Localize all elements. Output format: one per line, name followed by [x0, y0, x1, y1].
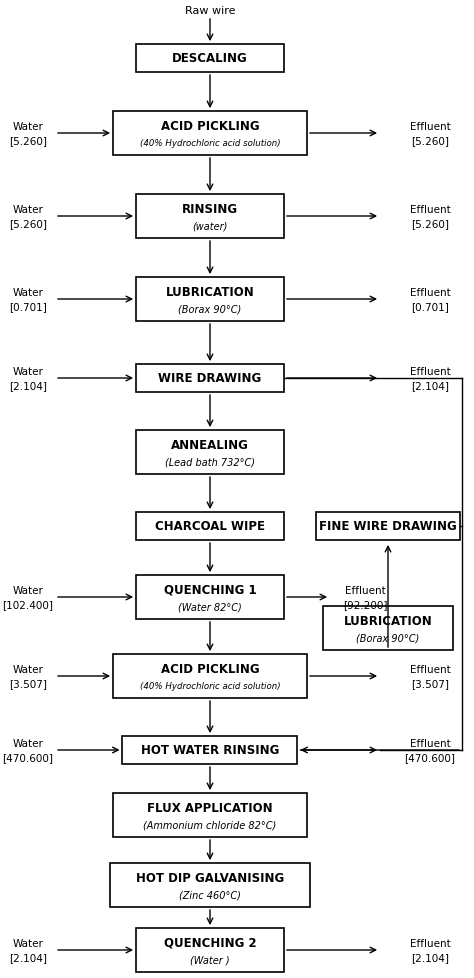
- Text: (Zinc 460°C): (Zinc 460°C): [179, 890, 241, 900]
- Text: WIRE DRAWING: WIRE DRAWING: [158, 372, 262, 385]
- Text: [2.104]: [2.104]: [9, 952, 47, 962]
- Text: QUENCHING 2: QUENCHING 2: [164, 936, 256, 949]
- Text: (Water 82°C): (Water 82°C): [178, 602, 242, 612]
- Text: Effluent: Effluent: [410, 664, 450, 674]
- Text: ACID PICKLING: ACID PICKLING: [161, 119, 259, 132]
- Text: (Ammonium chloride 82°C): (Ammonium chloride 82°C): [143, 820, 277, 829]
- Text: [5.260]: [5.260]: [9, 219, 47, 229]
- Text: [3.507]: [3.507]: [411, 679, 449, 689]
- Bar: [136, 195, 284, 239]
- Text: [470.600]: [470.600]: [2, 752, 54, 762]
- Text: FINE WIRE DRAWING: FINE WIRE DRAWING: [319, 520, 457, 533]
- Text: QUENCHING 1: QUENCHING 1: [164, 583, 256, 596]
- Text: [3.507]: [3.507]: [9, 679, 47, 689]
- Text: Effluent: Effluent: [410, 367, 450, 377]
- Bar: [136, 928, 284, 972]
- Text: (Water ): (Water ): [190, 955, 230, 964]
- Text: [5.260]: [5.260]: [411, 136, 449, 146]
- Text: [0.701]: [0.701]: [411, 301, 449, 312]
- Text: Water: Water: [13, 586, 44, 596]
- Text: [470.600]: [470.600]: [404, 752, 456, 762]
- Bar: [136, 278, 284, 322]
- Text: Raw wire: Raw wire: [185, 6, 235, 16]
- Text: HOT WATER RINSING: HOT WATER RINSING: [141, 743, 279, 757]
- Text: CHARCOAL WIPE: CHARCOAL WIPE: [155, 520, 265, 533]
- Text: Effluent: Effluent: [410, 122, 450, 132]
- Text: Water: Water: [13, 938, 44, 948]
- Bar: [136, 365, 284, 392]
- Text: [2.104]: [2.104]: [9, 380, 47, 390]
- Text: Effluent: Effluent: [410, 738, 450, 748]
- Text: DESCALING: DESCALING: [172, 53, 248, 66]
- Text: [92.200]: [92.200]: [343, 600, 387, 609]
- Bar: [316, 512, 460, 541]
- Text: [2.104]: [2.104]: [411, 952, 449, 962]
- Text: [2.104]: [2.104]: [411, 380, 449, 390]
- Text: Effluent: Effluent: [410, 204, 450, 215]
- Text: LUBRICATION: LUBRICATION: [344, 614, 432, 627]
- Text: (40% Hydrochloric acid solution): (40% Hydrochloric acid solution): [140, 682, 280, 690]
- Text: (Borax 90°C): (Borax 90°C): [356, 633, 419, 643]
- Text: ACID PICKLING: ACID PICKLING: [161, 662, 259, 675]
- Bar: [136, 512, 284, 541]
- Text: (water): (water): [192, 221, 228, 232]
- Text: (Borax 90°C): (Borax 90°C): [178, 304, 242, 314]
- Text: Effluent: Effluent: [345, 586, 385, 596]
- Text: ANNEALING: ANNEALING: [171, 438, 249, 451]
- Text: Water: Water: [13, 664, 44, 674]
- Text: Water: Water: [13, 738, 44, 748]
- Bar: [110, 864, 310, 907]
- Text: (40% Hydrochloric acid solution): (40% Hydrochloric acid solution): [140, 139, 280, 148]
- Bar: [136, 430, 284, 474]
- Bar: [323, 606, 453, 650]
- Text: Water: Water: [13, 367, 44, 377]
- Text: LUBRICATION: LUBRICATION: [165, 286, 255, 298]
- Text: FLUX APPLICATION: FLUX APPLICATION: [147, 801, 273, 814]
- Text: (Lead bath 732°C): (Lead bath 732°C): [165, 457, 255, 467]
- Bar: [136, 45, 284, 73]
- Text: [5.260]: [5.260]: [411, 219, 449, 229]
- Text: Effluent: Effluent: [410, 938, 450, 948]
- Bar: [122, 736, 298, 764]
- Bar: [136, 575, 284, 619]
- Bar: [113, 793, 307, 837]
- Bar: [113, 654, 307, 698]
- Text: [102.400]: [102.400]: [2, 600, 54, 609]
- Text: RINSING: RINSING: [182, 202, 238, 215]
- Text: [5.260]: [5.260]: [9, 136, 47, 146]
- Text: [0.701]: [0.701]: [9, 301, 47, 312]
- Bar: [113, 111, 307, 156]
- Text: Water: Water: [13, 122, 44, 132]
- Text: Water: Water: [13, 204, 44, 215]
- Text: HOT DIP GALVANISING: HOT DIP GALVANISING: [136, 870, 284, 884]
- Text: Water: Water: [13, 288, 44, 297]
- Text: Effluent: Effluent: [410, 288, 450, 297]
